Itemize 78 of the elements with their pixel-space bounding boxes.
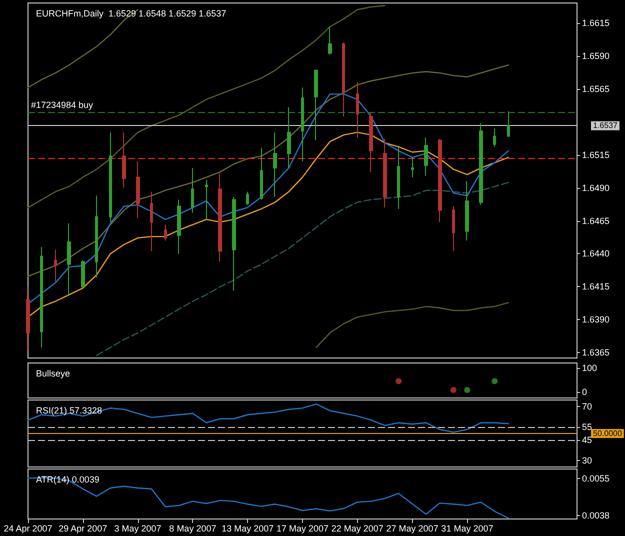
line-series — [27, 9, 138, 88]
line-series — [27, 64, 509, 277]
y-tick-label: 30 — [582, 455, 592, 466]
candlestick — [479, 122, 483, 206]
y-tick-label: 1.6565 — [582, 84, 610, 94]
text: EURCHFm,Daily 1.6529 1.6548 1.6529 1.6537 — [36, 8, 226, 18]
candlestick — [287, 106, 291, 168]
candlestick — [273, 132, 277, 198]
candlestick — [136, 160, 140, 219]
y-tick-label: 45 — [582, 435, 592, 446]
y-tick-label: 0 — [582, 386, 588, 397]
candlestick — [191, 167, 194, 214]
candlestick — [507, 110, 510, 137]
candlestick — [150, 191, 153, 252]
candlestick — [328, 26, 332, 55]
candlestick — [109, 132, 112, 223]
y-tick-label: 1.6465 — [582, 216, 610, 226]
y-tick-label: 55 — [582, 422, 592, 432]
candlestick — [301, 86, 304, 162]
x-tick-label: 31 May 2007 — [441, 524, 494, 534]
y-tick-label: 1.6440 — [582, 248, 610, 259]
candlestick — [232, 196, 236, 292]
line-series — [27, 403, 509, 433]
candlestick — [397, 146, 400, 210]
candlestick — [164, 224, 167, 242]
line-series — [27, 93, 509, 304]
line-series — [96, 182, 509, 356]
text: Bullseye — [36, 368, 70, 378]
ref-line-label: 50.0000 — [593, 429, 622, 438]
ref-line-label: 1.6537 — [593, 121, 618, 130]
candlestick — [383, 138, 387, 208]
candlestick — [246, 191, 249, 206]
x-tick-label: 24 Apr 2007 — [4, 524, 52, 534]
candlestick — [260, 148, 263, 200]
candlestick — [95, 195, 98, 278]
candlestick — [356, 82, 359, 138]
line-series — [27, 132, 509, 318]
y-tick-label: 1.6490 — [582, 182, 610, 193]
x-tick-label: 17 May 2007 — [276, 524, 329, 534]
x-tick-label: 3 May 2007 — [114, 524, 162, 534]
candlestick — [177, 199, 181, 254]
candlestick — [67, 222, 71, 296]
x-tick-label: 13 May 2007 — [222, 524, 274, 534]
y-tick-label: 1.6515 — [582, 150, 610, 160]
y-tick-label: 70 — [582, 402, 592, 412]
candlestick — [54, 249, 57, 282]
x-tick-label: 27 May 2007 — [386, 524, 438, 534]
candlestick — [40, 246, 43, 348]
candlestick — [342, 42, 345, 117]
y-tick-label: 1.6365 — [582, 348, 610, 358]
candlestick — [205, 179, 208, 220]
candlestick — [314, 70, 318, 141]
x-tick-label: 29 Apr 2007 — [58, 524, 108, 534]
candlestick — [411, 156, 414, 178]
candlestick — [424, 137, 428, 176]
candlestick — [122, 132, 126, 188]
y-tick-label: 0.0055 — [582, 473, 610, 484]
candlestick — [438, 138, 442, 223]
x-tick-label: 8 May 2007 — [169, 524, 216, 534]
y-tick-label: 1.6590 — [582, 50, 610, 61]
y-tick-label: 1.6615 — [582, 18, 610, 28]
ref-line-label: #17234984 buy — [31, 100, 94, 110]
candlestick — [493, 128, 496, 148]
y-tick-label: 1.6415 — [582, 282, 610, 292]
y-tick-label: 100 — [582, 362, 598, 373]
line-series — [27, 477, 509, 519]
y-tick-label: 0.0038 — [582, 510, 610, 521]
candlestick — [452, 206, 455, 252]
line-series — [316, 302, 509, 348]
candlestick — [218, 172, 222, 262]
candlestick — [26, 286, 30, 351]
x-tick-label: 22 May 2007 — [331, 524, 384, 534]
candlestick — [81, 260, 85, 288]
y-tick-label: 1.6390 — [582, 314, 610, 325]
candlestick — [465, 180, 469, 242]
line-series — [27, 5, 386, 208]
candlestick — [369, 112, 373, 172]
text: RSI(21) 57.3328 — [36, 406, 102, 416]
